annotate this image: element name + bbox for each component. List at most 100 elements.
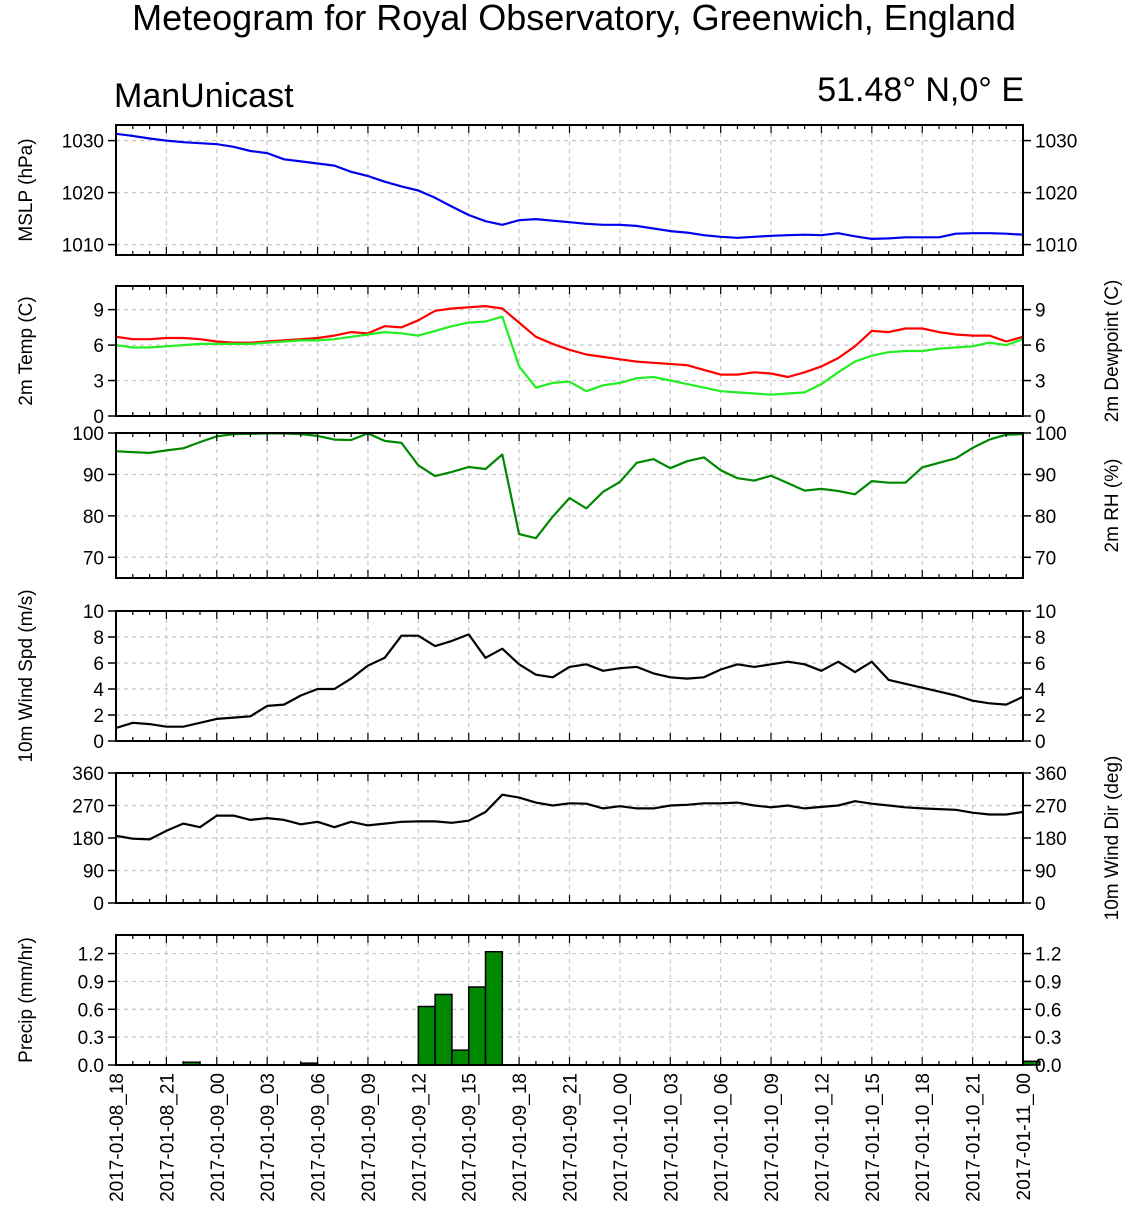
panel-precip: 0.0 0.0 0.3 0.3 0.6 0.6 0.9 0.9 1.2 1.2 Precip (mm… bbox=[16, 934, 1061, 1077]
y-tick-label: 180 bbox=[1035, 829, 1067, 850]
y-tick-label: 3 bbox=[1035, 372, 1046, 393]
wind_dir-right-axis-label: 10m Wind Dir (deg) bbox=[1102, 756, 1123, 921]
panel-temperature: 0 0 3 3 6 6 9 9 2m Temp (C) 2m Dewpoint (C) bbox=[16, 280, 1123, 428]
precip-left-axis-label: Precip (mm/hr) bbox=[16, 937, 37, 1063]
panel-rh: 70 70 80 80 90 90 100 100 2m RH (%) bbox=[72, 424, 1123, 579]
y-tick-label: 360 bbox=[1035, 764, 1067, 785]
x-tick-label: 2017-01-10_12 bbox=[812, 1073, 833, 1202]
x-tick-label: 2017-01-09_03 bbox=[258, 1073, 279, 1202]
y-tick-label: 270 bbox=[72, 797, 104, 818]
y-tick-label: 0 bbox=[93, 732, 104, 753]
y-tick-label: 10 bbox=[1035, 602, 1056, 623]
x-tick-label: 2017-01-09_15 bbox=[460, 1073, 481, 1202]
y-tick-label: 6 bbox=[93, 654, 104, 675]
y-tick-label: 80 bbox=[1035, 507, 1056, 528]
y-tick-label: 6 bbox=[1035, 654, 1046, 675]
x-tick-label: 2017-01-09_21 bbox=[561, 1073, 582, 1202]
x-tick-label: 2017-01-10_06 bbox=[712, 1073, 733, 1202]
y-tick-label: 8 bbox=[93, 628, 104, 649]
y-tick-label: 1030 bbox=[62, 132, 104, 153]
y-tick-label: 9 bbox=[93, 301, 104, 322]
y-tick-label: 0.6 bbox=[1035, 1000, 1061, 1021]
y-tick-label: 6 bbox=[93, 336, 104, 357]
x-tick-label: 2017-01-10_03 bbox=[661, 1073, 682, 1202]
y-tick-label: 6 bbox=[1035, 336, 1046, 357]
y-tick-label: 9 bbox=[1035, 301, 1046, 322]
y-tick-label: 100 bbox=[1035, 424, 1067, 445]
y-tick-label: 2 bbox=[93, 706, 104, 727]
location-label: 51.48° N,0° E bbox=[817, 71, 1024, 109]
y-tick-label: 90 bbox=[83, 862, 104, 883]
y-tick-label: 0.3 bbox=[1035, 1028, 1061, 1049]
x-tick-label: 2017-01-08_18 bbox=[107, 1073, 128, 1202]
y-tick-label: 0.0 bbox=[1035, 1056, 1061, 1077]
x-tick-label: 2017-01-10_00 bbox=[611, 1073, 632, 1202]
y-tick-label: 1.2 bbox=[78, 945, 104, 966]
y-tick-label: 80 bbox=[83, 507, 104, 528]
y-tick-label: 0 bbox=[1035, 732, 1046, 753]
y-tick-label: 0 bbox=[93, 894, 104, 915]
y-tick-label: 0.3 bbox=[78, 1028, 104, 1049]
panel-wind_speed: 0 0 2 2 4 4 6 6 8 8 10 10 10m Wind Spd (m/s) bbox=[16, 589, 1056, 762]
x-tick-label: 2017-01-09_00 bbox=[208, 1073, 229, 1202]
y-tick-label: 270 bbox=[1035, 797, 1067, 818]
y-tick-label: 4 bbox=[1035, 680, 1046, 701]
x-tick-label: 2017-01-09_06 bbox=[309, 1073, 330, 1202]
x-axis-labels: 2017-01-08_18 2017-01-08_21 2017-01-09_00 2… bbox=[107, 1073, 1035, 1202]
y-tick-label: 0 bbox=[1035, 407, 1046, 428]
x-tick-label: 2017-01-08_21 bbox=[157, 1073, 178, 1202]
y-tick-label: 0.6 bbox=[78, 1000, 104, 1021]
precip-bar bbox=[434, 993, 453, 1066]
panel-wind_dir: 0 0 90 90 180 180 270 270 360 360 10m Wind Dir (de… bbox=[72, 756, 1123, 921]
x-tick-label: 2017-01-10_15 bbox=[863, 1073, 884, 1202]
y-tick-label: 100 bbox=[72, 424, 104, 445]
rh-right-axis-label: 2m RH (%) bbox=[1102, 459, 1123, 553]
y-tick-label: 0.0 bbox=[78, 1056, 104, 1077]
wind_dir-series-line-0 bbox=[115, 793, 1024, 841]
y-tick-label: 90 bbox=[1035, 465, 1056, 486]
wind_speed-series-line-0 bbox=[115, 633, 1024, 730]
x-tick-label: 2017-01-10_18 bbox=[913, 1073, 934, 1202]
wind_speed-left-axis-label: 10m Wind Spd (m/s) bbox=[16, 589, 37, 762]
panel-mslp: 1010 1010 1020 1020 1030 1030 MSLP (hPa) bbox=[16, 124, 1077, 257]
y-tick-label: 0.9 bbox=[78, 972, 104, 993]
temperature-right-axis-label: 2m Dewpoint (C) bbox=[1102, 280, 1123, 423]
y-tick-label: 1020 bbox=[62, 184, 104, 205]
chart-title: Meteogram for Royal Observatory, Greenwi… bbox=[132, 0, 1016, 38]
y-tick-label: 1030 bbox=[1035, 132, 1077, 153]
y-tick-label: 1010 bbox=[1035, 236, 1077, 257]
precip-bar bbox=[417, 1005, 436, 1066]
temperature-left-axis-label: 2m Temp (C) bbox=[16, 296, 37, 405]
y-tick-label: 70 bbox=[1035, 548, 1056, 569]
y-tick-label: 0 bbox=[93, 407, 104, 428]
y-tick-label: 3 bbox=[93, 372, 104, 393]
y-tick-label: 4 bbox=[93, 680, 104, 701]
y-tick-label: 90 bbox=[1035, 862, 1056, 883]
y-tick-label: 2 bbox=[1035, 706, 1046, 727]
x-tick-label: 2017-01-10_21 bbox=[964, 1073, 985, 1202]
y-tick-label: 0 bbox=[1035, 894, 1046, 915]
y-tick-label: 180 bbox=[72, 829, 104, 850]
x-tick-label: 2017-01-09_18 bbox=[510, 1073, 531, 1202]
y-tick-label: 0.9 bbox=[1035, 972, 1061, 993]
precip-bar bbox=[484, 950, 504, 1066]
y-tick-label: 1.2 bbox=[1035, 945, 1061, 966]
temperature-series-line-1 bbox=[115, 315, 1024, 396]
precip-bar bbox=[451, 1049, 470, 1066]
model-label: ManUnicast bbox=[114, 77, 294, 115]
y-tick-label: 90 bbox=[83, 465, 104, 486]
y-tick-label: 360 bbox=[72, 764, 104, 785]
precip-bar bbox=[467, 986, 487, 1066]
x-tick-label: 2017-01-09_12 bbox=[409, 1073, 430, 1202]
y-tick-label: 70 bbox=[83, 548, 104, 569]
y-tick-label: 1020 bbox=[1035, 184, 1077, 205]
temperature-series-line-0 bbox=[115, 305, 1024, 379]
mslp-left-axis-label: MSLP (hPa) bbox=[16, 138, 37, 241]
y-tick-label: 8 bbox=[1035, 628, 1046, 649]
y-tick-label: 1010 bbox=[62, 236, 104, 257]
x-tick-label: 2017-01-10_09 bbox=[762, 1073, 783, 1202]
x-tick-label: 2017-01-09_09 bbox=[359, 1073, 380, 1202]
x-tick-label: 2017-01-11_00 bbox=[1014, 1073, 1035, 1200]
